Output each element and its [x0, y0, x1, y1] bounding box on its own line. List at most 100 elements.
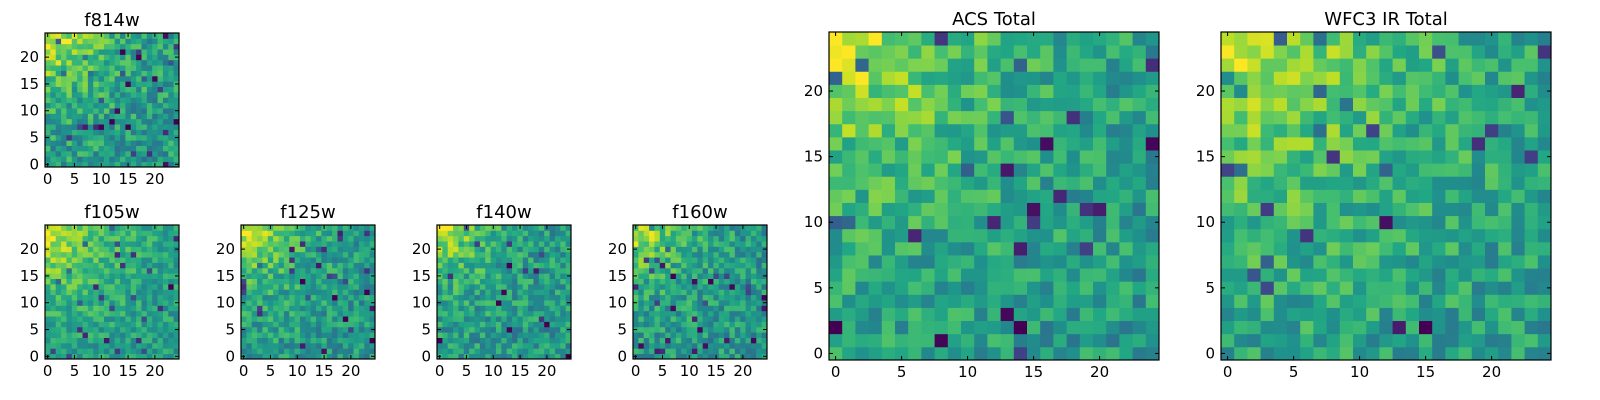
- heatmap-cell: [146, 342, 153, 349]
- heatmap-cell: [750, 273, 757, 279]
- heatmap-cell: [1511, 281, 1525, 295]
- heatmap-cell: [109, 43, 116, 50]
- heatmap-cell: [130, 70, 137, 77]
- heatmap-cell: [1392, 45, 1407, 59]
- heatmap-cell: [278, 342, 285, 349]
- heatmap-cell: [141, 235, 148, 242]
- heatmap-cell: [718, 251, 725, 258]
- heatmap-cell: [130, 65, 137, 71]
- heatmap-cell: [82, 267, 89, 274]
- heatmap-cell: [141, 262, 148, 269]
- heatmap-cell: [1432, 294, 1446, 308]
- heatmap-cell: [1445, 307, 1459, 322]
- heatmap-cell: [495, 267, 502, 274]
- heatmap-cell: [974, 202, 988, 217]
- heatmap-cell: [702, 235, 709, 242]
- heatmap-cell: [453, 230, 459, 237]
- heatmap-cell: [829, 215, 843, 230]
- heatmap-cell: [1524, 71, 1539, 85]
- heatmap-cell: [157, 102, 164, 109]
- heatmap-cell: [1524, 255, 1539, 269]
- heatmap-cell: [1145, 307, 1160, 322]
- heatmap-cell: [649, 348, 655, 355]
- heatmap-cell: [294, 246, 301, 253]
- heatmap-cell: [987, 320, 1001, 335]
- heatmap-cell: [141, 305, 148, 312]
- heatmap-cell: [120, 262, 126, 269]
- heatmap-cell: [1013, 281, 1028, 295]
- heatmap-cell: [734, 241, 741, 247]
- heatmap-cell: [162, 326, 169, 333]
- heatmap-cell: [512, 321, 518, 328]
- heatmap-cell: [934, 268, 949, 282]
- heatmap-cell: [1313, 189, 1327, 203]
- heatmap-cell: [675, 337, 682, 344]
- heatmap-cell: [1405, 202, 1420, 217]
- heatmap-cell: [50, 54, 57, 61]
- heatmap-cell: [141, 140, 148, 146]
- heatmap-cell: [697, 257, 704, 263]
- heatmap-cell: [686, 251, 693, 258]
- heatmap-cell: [1379, 58, 1393, 72]
- heatmap-cell: [267, 283, 274, 290]
- heatmap-cell: [463, 300, 470, 306]
- heatmap-cell: [369, 225, 376, 231]
- heatmap-cell: [565, 342, 572, 349]
- heatmap-cell: [442, 246, 449, 253]
- heatmap-cell: [1013, 45, 1028, 59]
- heatmap-cell: [1339, 97, 1354, 112]
- heatmap-cell: [675, 251, 682, 258]
- heatmap-cell: [1339, 123, 1354, 138]
- heatmap-cell: [649, 310, 655, 317]
- heatmap-cell: [1260, 136, 1275, 151]
- heatmap-cell: [157, 113, 164, 120]
- heatmap-cell: [173, 70, 180, 77]
- heatmap-cell: [136, 337, 142, 344]
- heatmap-cell: [1013, 189, 1028, 203]
- heatmap-cell: [665, 235, 671, 242]
- heatmap-cell: [649, 332, 655, 338]
- heatmap-cell: [278, 305, 285, 312]
- heatmap-cell: [1145, 228, 1160, 243]
- heatmap-cell: [974, 255, 988, 269]
- heatmap-cell: [1379, 202, 1393, 217]
- heatmap-cell: [474, 235, 481, 242]
- heatmap-cell: [98, 129, 105, 136]
- heatmap-cell: [1106, 176, 1120, 190]
- heatmap-cell: [1498, 136, 1512, 151]
- heatmap-cell: [463, 342, 470, 349]
- heatmap-cell: [1511, 71, 1525, 85]
- heatmap-cell: [501, 283, 508, 290]
- heatmap-cell: [855, 346, 869, 361]
- heatmap-cell: [729, 326, 736, 333]
- heatmap-cell: [1353, 241, 1367, 256]
- heatmap-cell: [501, 289, 508, 296]
- heatmap-cell: [1132, 202, 1147, 217]
- heatmap-cell: [337, 230, 344, 237]
- y-tick-label: 0: [421, 347, 431, 365]
- heatmap-cell: [708, 348, 714, 355]
- heatmap-cell: [130, 113, 137, 120]
- heatmap-cell: [50, 294, 57, 301]
- heatmap-cell: [745, 300, 752, 306]
- heatmap-cell: [987, 189, 1001, 203]
- heatmap-cell: [474, 257, 481, 263]
- heatmap-cell: [1079, 110, 1094, 125]
- heatmap-cell: [77, 294, 83, 301]
- heatmap-cell: [1040, 176, 1054, 190]
- heatmap-cell: [246, 241, 253, 247]
- heatmap-cell: [522, 353, 529, 360]
- heatmap-cell: [1419, 136, 1433, 151]
- heatmap-cell: [348, 310, 354, 317]
- heatmap-cell: [168, 43, 175, 50]
- heatmap-cell: [1300, 202, 1314, 217]
- heatmap-cell: [114, 43, 121, 50]
- heatmap-cell: [665, 278, 671, 285]
- heatmap-cell: [289, 294, 295, 301]
- heatmap-cell: [708, 230, 714, 237]
- heatmap-cell: [283, 300, 290, 306]
- heatmap-cell: [45, 241, 51, 247]
- heatmap-cell: [670, 348, 677, 355]
- heatmap-cell: [173, 59, 180, 66]
